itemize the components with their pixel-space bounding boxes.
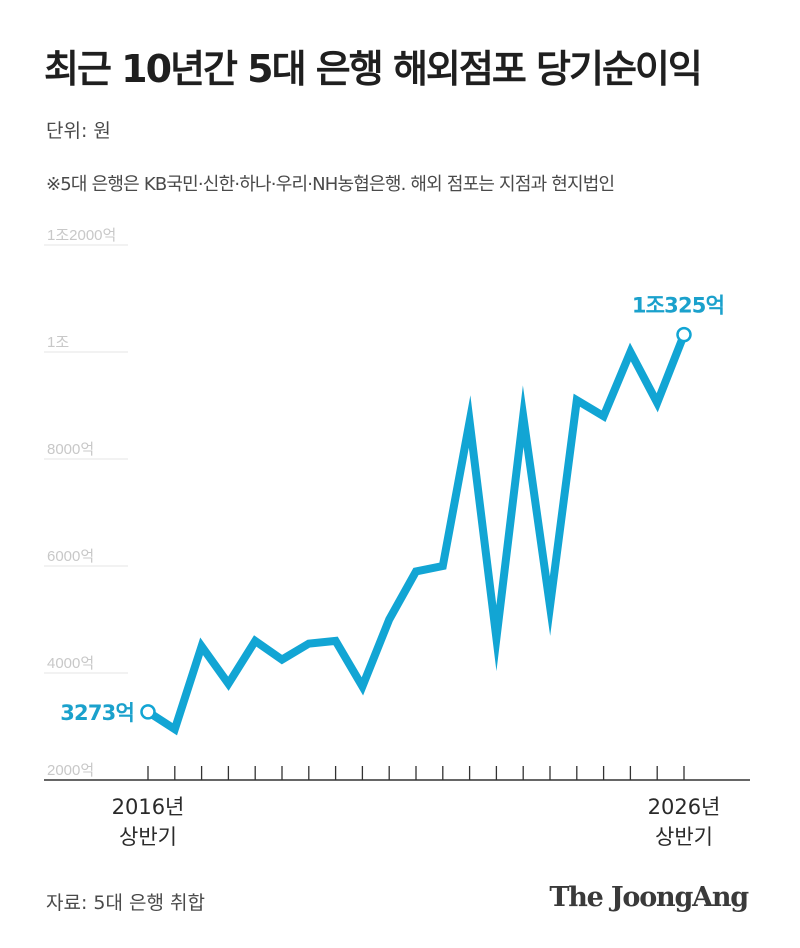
x-tick-sublabel: 상반기 <box>655 825 713 849</box>
x-tick-label: 2016년 <box>112 795 185 819</box>
unit-label: 단위: 원 <box>46 120 111 142</box>
data-labels: 3273억 1조325억 <box>60 294 725 725</box>
footnote: ※5대 은행은 KB국민·신한·하나·우리·NH농협은행. 해외 점포는 지점과… <box>46 174 615 195</box>
y-tick-label: 4000억 <box>47 655 94 672</box>
publisher-logo: The JoongAng <box>549 882 749 913</box>
series-line <box>145 333 688 736</box>
x-tick-label: 2026년 <box>648 795 721 819</box>
x-axis <box>44 766 750 781</box>
data-point-marker <box>676 326 692 343</box>
data-label-end: 1조325억 <box>632 294 724 318</box>
data-point-marker <box>140 704 156 720</box>
x-tick-sublabel: 상반기 <box>119 825 177 849</box>
y-tick-label: 6000억 <box>47 548 94 565</box>
y-tick-label: 1조 <box>47 334 69 351</box>
y-tick-label: 8000억 <box>47 441 94 458</box>
series-layer <box>145 333 688 736</box>
chart-title: 최근 10년간 5대 은행 해외점포 당기순이익 <box>44 47 703 91</box>
y-axis-ticks: 2000억 4000억 6000억 8000억 1조 1조2000억 <box>47 227 116 779</box>
y-tick-label: 2000억 <box>47 762 94 779</box>
data-label-start: 3273억 <box>60 701 134 725</box>
source-note: 자료: 5대 은행 취합 <box>46 892 205 914</box>
y-tick-label: 1조2000억 <box>47 227 116 244</box>
grid-lines <box>44 244 128 674</box>
